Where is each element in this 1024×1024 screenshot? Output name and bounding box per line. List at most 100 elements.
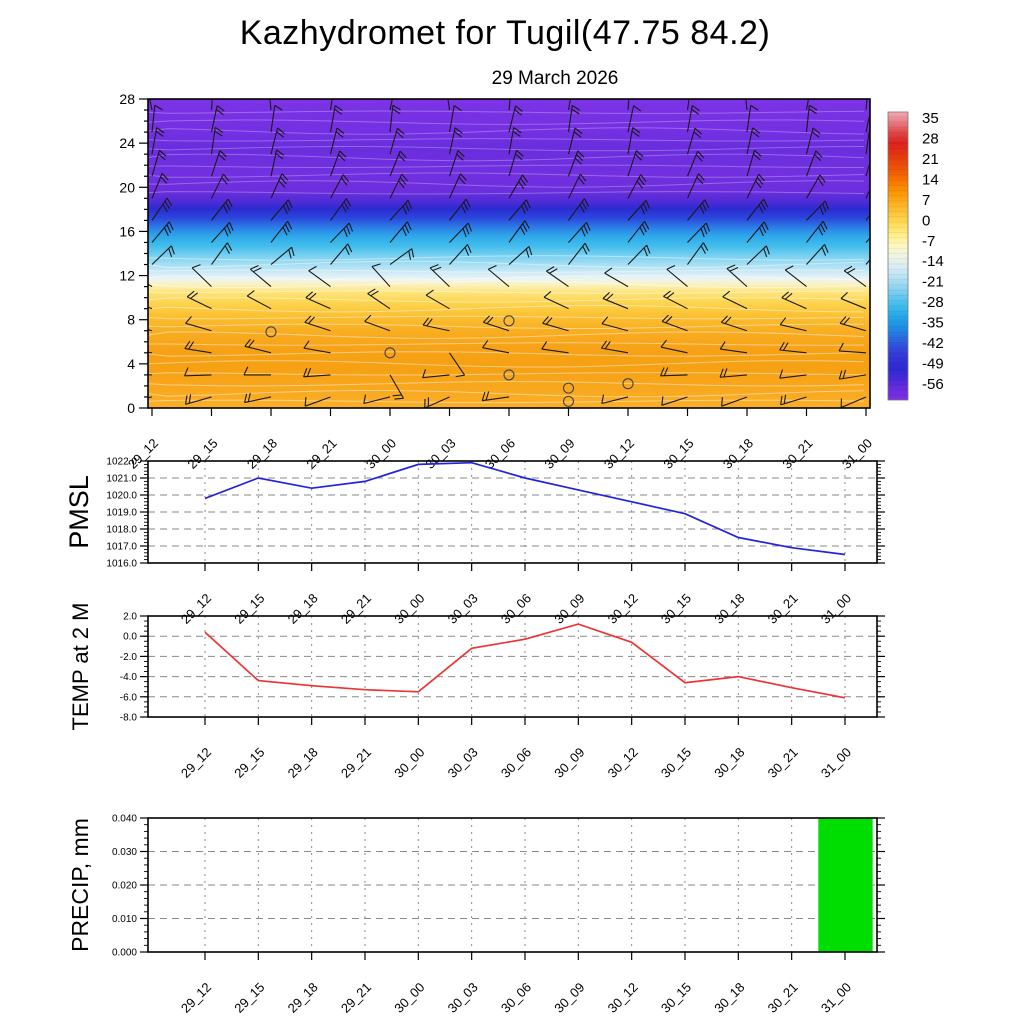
time-tick-label: 29_21 — [303, 436, 339, 472]
time-tick-label: 29_21 — [338, 591, 374, 627]
time-tick-label: 29_18 — [285, 980, 321, 1016]
time-tick-label: 30_03 — [422, 436, 458, 472]
time-tick-label: 30_18 — [711, 745, 747, 781]
colorbar-tick-label: -42 — [922, 335, 944, 352]
height-tick-label: 24 — [119, 135, 135, 151]
y-tick-label: 1016.0 — [106, 559, 137, 570]
colorbar-tick-label: -56 — [922, 376, 944, 393]
time-tick-label: 30_12 — [605, 980, 641, 1016]
pmsl-y-axis: 1016.0 1017.0 1018.0 1019.0 1020.0 1021.0 1022… — [106, 457, 885, 570]
calm-circles — [265, 315, 634, 407]
y-tick-label: 0.030 — [112, 847, 137, 858]
time-tick-label: 30_18 — [711, 591, 747, 627]
time-tick-label: 30_21 — [765, 745, 801, 781]
y-tick-label: 0.0 — [123, 632, 137, 643]
time-tick-label: 29_21 — [338, 980, 374, 1016]
time-tick-label: 30_06 — [498, 745, 534, 781]
pmsl-line — [204, 461, 846, 556]
time-tick-label: 29_12 — [178, 591, 214, 627]
time-tick-label: 30_21 — [765, 980, 801, 1016]
figure-title: Kazhydromet for Tugil(47.75 84.2) — [239, 14, 771, 52]
time-tick-label: 30_15 — [658, 591, 694, 627]
colorbar-tick-label: -7 — [922, 233, 935, 250]
y-tick-label: 1022.0 — [106, 457, 137, 468]
time-tick-label: 30_21 — [765, 591, 801, 627]
colorbar: 35 28 21 14 7 0 -7 -14 -21 -28 -35 -42 -49 -56 — [887, 110, 944, 401]
colorbar-tick-label: -14 — [922, 253, 944, 270]
time-tick-label: 30_12 — [605, 745, 641, 781]
time-tick-label: 29_15 — [231, 980, 267, 1016]
wind-barbs — [148, 99, 870, 408]
time-tick-label: 30_03 — [445, 591, 481, 627]
time-tick-label: 30_06 — [498, 980, 534, 1016]
temp2m-line — [204, 623, 846, 699]
height-tick-label: 0 — [127, 400, 135, 416]
time-tick-label: 30_09 — [551, 745, 587, 781]
height-tick-label: 12 — [119, 268, 135, 284]
colorbar-tick-label: 28 — [922, 130, 939, 147]
time-tick-label: 29_18 — [285, 591, 321, 627]
time-tick-label: 30_12 — [601, 436, 637, 472]
time-tick-label: 30_21 — [779, 436, 815, 472]
height-tick-label: 20 — [119, 179, 135, 195]
time-tick-label: 30_18 — [720, 436, 756, 472]
pmsl-panel: 1016.0 1017.0 1018.0 1019.0 1020.0 1021.0 1022… — [64, 457, 885, 627]
precip-bar — [818, 818, 873, 952]
y-tick-label: 1017.0 — [106, 542, 137, 553]
height-tick-label: 16 — [119, 223, 135, 239]
time-tick-label: 30_00 — [391, 980, 427, 1016]
y-tick-label: 0.010 — [112, 914, 137, 925]
precip-axis-title: PRECIP, mm — [67, 818, 93, 952]
time-tick-label: 30_12 — [605, 591, 641, 627]
figure-subtitle: 29 March 2026 — [491, 68, 619, 89]
time-tick-label: 30_03 — [445, 745, 481, 781]
time-axis-labels: 29_12 29_15 29_18 29_21 30_00 30_03 30_06 30_09… — [178, 563, 854, 627]
temp2m-axis-title: TEMP at 2 M — [68, 603, 93, 731]
temp2m-panel: -8.0-6.0-4.0-2.00.02.029_12 29_15 29_18 29_… — [68, 603, 885, 781]
y-tick-label: -2.0 — [120, 652, 138, 663]
colorbar-labels: 35 28 21 14 7 0 -7 -14 -21 -28 -35 -42 -49 -56 — [922, 110, 944, 393]
temp2m-y-axis: -8.0 -6.0 -4.0 -2.0 0.0 2.0 — [120, 612, 885, 724]
colorbar-tick-label: 35 — [922, 110, 939, 127]
time-tick-label: 31_00 — [818, 745, 854, 781]
time-axis-labels: 29_12 29_15 29_18 29_21 30_00 30_03 30_06 30_09… — [125, 408, 875, 472]
height-tick-label: 8 — [127, 312, 135, 328]
time-tick-label: 30_15 — [660, 436, 696, 472]
colorbar-tick-label: 7 — [922, 192, 930, 209]
time-tick-label: 31_00 — [818, 591, 854, 627]
y-tick-label: 1018.0 — [106, 525, 137, 536]
temperature-field — [148, 99, 870, 408]
time-tick-label: 30_15 — [658, 745, 694, 781]
time-tick-label: 29_18 — [285, 745, 321, 781]
time-tick-label: 30_03 — [445, 980, 481, 1016]
height-tick-label: 28 — [119, 91, 135, 107]
colorbar-tick-label: -28 — [922, 294, 944, 311]
colorbar-tick-label: 14 — [922, 171, 939, 188]
colorbar-tick-label: -21 — [922, 274, 944, 291]
time-tick-label: 30_18 — [711, 980, 747, 1016]
time-tick-label: 29_21 — [338, 745, 374, 781]
height-tick-label: 4 — [127, 356, 135, 372]
y-tick-label: -4.0 — [120, 672, 138, 683]
pmsl-axis-title: PMSL — [64, 475, 94, 549]
y-tick-label: 1020.0 — [106, 491, 137, 502]
y-tick-label: -8.0 — [120, 713, 138, 724]
time-tick-label: 29_12 — [178, 745, 214, 781]
time-tick-label: 30_09 — [551, 591, 587, 627]
y-tick-label: 0.020 — [112, 881, 137, 892]
precip-panel: 0.000 0.010 0.020 0.030 0.040 29_12 29_15 29_18… — [67, 814, 885, 1016]
colorbar-tick-label: 0 — [922, 212, 930, 229]
time-tick-label: 30_09 — [551, 980, 587, 1016]
time-tick-label: 30_00 — [391, 745, 427, 781]
time-tick-label: 29_15 — [231, 591, 267, 627]
y-tick-label: 1021.0 — [106, 474, 137, 485]
y-tick-label: 0.040 — [112, 814, 137, 825]
colorbar-tick-label: -49 — [922, 356, 944, 373]
time-tick-label: 29_18 — [244, 436, 280, 472]
time-tick-label: 30_06 — [482, 436, 518, 472]
y-tick-label: 1019.0 — [106, 508, 137, 519]
time-tick-label: 29_15 — [231, 745, 267, 781]
